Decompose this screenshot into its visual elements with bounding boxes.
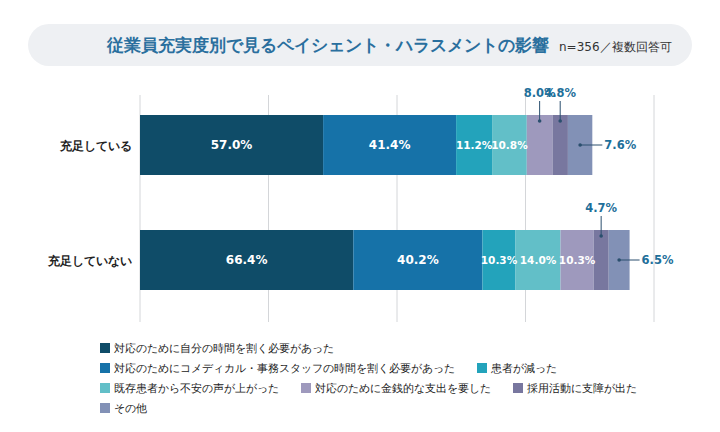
chart: 従業員充実度別で見るペイシェント・ハラスメントの影響 n=356／複数回答可充足し… [0, 0, 720, 432]
leader-dot [538, 119, 542, 123]
data-label: 41.4% [369, 138, 411, 152]
data-label: 4.8% [544, 86, 576, 100]
legend-swatch [100, 383, 110, 393]
legend-swatch [100, 403, 110, 413]
category-label: 充足している [59, 139, 132, 153]
legend-label: 既存患者から不安の声が上がった [114, 382, 279, 394]
leader-line [619, 260, 639, 261]
data-label: 14.0% [520, 254, 557, 266]
bar-segment [552, 115, 567, 175]
legend-item: 採用活動に支障が出た [513, 382, 637, 394]
legend-item: その他 [100, 402, 147, 414]
legend-swatch [513, 383, 523, 393]
data-label: 7.6% [604, 138, 636, 152]
title: 従業員充実度別で見るペイシェント・ハラスメントの影響 [106, 35, 549, 55]
legend-swatch [100, 363, 110, 373]
legend-label: 対応のためにコメディカル・事務スタッフの時間を割く必要があった [114, 362, 455, 374]
legend-item: 既存患者から不安の声が上がった [100, 382, 279, 394]
legend-label: 患者が減った [490, 362, 557, 374]
data-label: 6.5% [642, 253, 674, 267]
legend-item: 対応のためにコメディカル・事務スタッフの時間を割く必要があった [100, 362, 455, 374]
legend-label: 対応のために金銭的な支出を要した [315, 382, 491, 394]
grid-line [654, 95, 655, 322]
legend-label: その他 [114, 402, 147, 414]
legend-swatch [301, 383, 311, 393]
data-label: 57.0% [211, 138, 253, 152]
leader-dot [578, 143, 582, 147]
labels: 充足している57.0%41.4%11.2%10.8%8.0%4.8%7.6%充足… [47, 86, 674, 268]
leader-dot [617, 258, 621, 262]
bar-segment [527, 115, 553, 175]
bar-segment [323, 115, 456, 175]
data-label: 11.2% [456, 139, 493, 151]
bars [140, 115, 630, 290]
legend-label: 採用活動に支障が出た [527, 382, 637, 394]
bar-segment [456, 115, 492, 175]
legend-item: 対応のために自分の時間を割く必要があった [100, 342, 334, 354]
data-label: 66.4% [226, 253, 268, 267]
data-label: 40.2% [397, 253, 439, 267]
category-label: 充足していない [47, 254, 132, 268]
leader-line [560, 101, 561, 121]
legend-item: 患者が減った [477, 362, 557, 374]
title-box [28, 24, 692, 66]
subtitle: n=356／複数回答可 [559, 40, 672, 54]
data-label: 10.3% [481, 254, 518, 266]
leader-dot [599, 234, 603, 238]
bar-segment [594, 230, 609, 290]
bar-segment [353, 230, 482, 290]
legend: 対応のために自分の時間を割く必要があった対応のためにコメディカル・事務スタッフの… [100, 342, 637, 414]
bar-segment [516, 230, 561, 290]
leader-dot [558, 119, 562, 123]
legend-label: 対応のために自分の時間を割く必要があった [114, 342, 334, 354]
data-label: 10.8% [491, 139, 528, 151]
leader-line [601, 216, 602, 236]
leader-line [539, 101, 540, 121]
legend-swatch [477, 363, 487, 373]
bar-segment [140, 115, 323, 175]
data-label: 10.3% [559, 254, 596, 266]
data-label: 4.7% [585, 201, 617, 215]
leader-line [580, 145, 602, 146]
bar-segment [140, 230, 353, 290]
legend-item: 対応のために金銭的な支出を要した [301, 382, 491, 394]
legend-swatch [100, 343, 110, 353]
